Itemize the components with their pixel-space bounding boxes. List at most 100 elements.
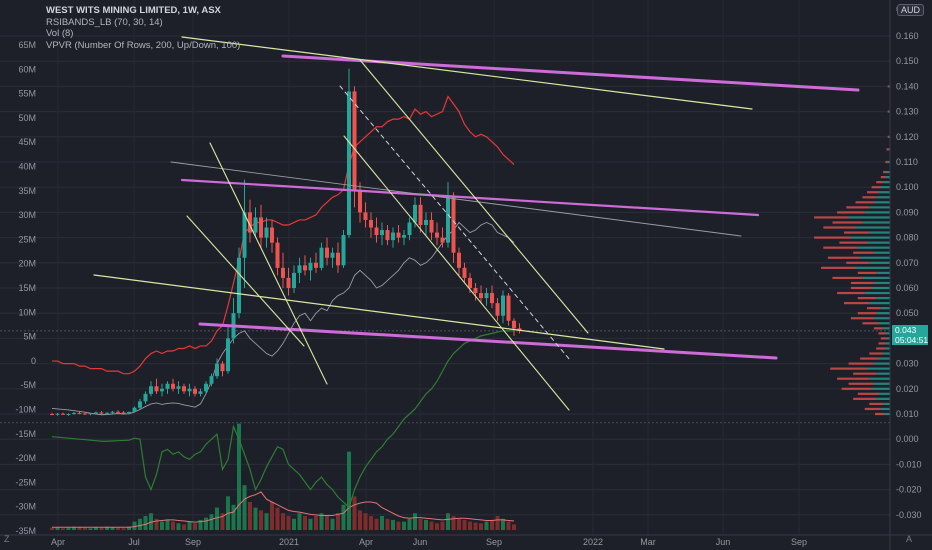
vpvr-up-row bbox=[876, 196, 890, 199]
candle-body bbox=[270, 227, 274, 243]
price-tick-label: 0.160 bbox=[896, 31, 919, 41]
legend-volume[interactable]: Vol (8) bbox=[46, 28, 74, 40]
vpvr-down-row bbox=[844, 302, 870, 305]
price-tick-label: 0.020 bbox=[896, 384, 919, 394]
volume-bar bbox=[369, 516, 373, 530]
candle-body bbox=[66, 414, 71, 415]
vpvr-up-row bbox=[871, 286, 890, 290]
price-tick-label: 0.050 bbox=[896, 308, 919, 318]
legend-symbol-title[interactable]: WEST WITS MINING LIMITED, 1W, ASX bbox=[46, 5, 221, 16]
candle-body bbox=[209, 376, 214, 384]
volume-bar bbox=[446, 513, 450, 530]
volume-tick-label: 65M bbox=[18, 40, 36, 50]
vpvr-up-row bbox=[867, 367, 890, 370]
candle-body bbox=[490, 293, 494, 304]
candle-body bbox=[215, 363, 219, 377]
candle-body bbox=[429, 219, 434, 233]
vpvr-down-row bbox=[827, 256, 861, 259]
vpvr-up-row bbox=[880, 186, 890, 189]
candle-body bbox=[171, 383, 175, 389]
volume-bar bbox=[402, 521, 406, 530]
volume-bar bbox=[50, 527, 54, 530]
volume-bar bbox=[292, 518, 296, 530]
vpvr-up-row bbox=[883, 327, 890, 330]
volume-bar bbox=[127, 526, 131, 530]
volume-bar bbox=[303, 516, 307, 530]
candle-body bbox=[308, 262, 313, 271]
volume-bar bbox=[363, 513, 368, 530]
vpvr-up-row bbox=[850, 236, 890, 239]
yellow-diagonal-4 bbox=[343, 135, 570, 411]
candle-body bbox=[341, 235, 346, 266]
auto-scale-button[interactable]: A bbox=[906, 534, 913, 544]
vpvr-down-row bbox=[862, 322, 879, 325]
rsi-band-mid bbox=[51, 221, 515, 416]
vpvr-down-row bbox=[878, 332, 886, 335]
vpvr-down-row bbox=[850, 281, 874, 285]
legend-vpvr[interactable]: VPVR (Number Of Rows, 200, Up/Down, 100) bbox=[46, 39, 241, 51]
volume-bar bbox=[143, 516, 148, 530]
timezone-z-button[interactable]: Z bbox=[4, 534, 10, 544]
currency-badge[interactable]: AUD bbox=[896, 4, 924, 16]
candle-body bbox=[50, 414, 54, 415]
trendline-drawings[interactable] bbox=[93, 36, 860, 411]
white-dashed-diagonal bbox=[339, 85, 571, 361]
volume-bar bbox=[319, 513, 324, 530]
vpvr-down-row bbox=[887, 110, 889, 113]
volume-bar bbox=[105, 526, 109, 530]
vpvr-up-row bbox=[884, 412, 890, 416]
vpvr-down-row bbox=[814, 216, 849, 219]
candle-body bbox=[165, 383, 170, 389]
candle-body bbox=[303, 265, 307, 271]
candle-body bbox=[314, 262, 318, 268]
vpvr-up-row bbox=[873, 201, 890, 204]
volume-bar bbox=[451, 516, 456, 530]
time-tick-label: Sep bbox=[486, 537, 502, 547]
vpvr-up-row bbox=[860, 256, 890, 259]
volume-ma-line bbox=[52, 491, 515, 528]
volume-bar bbox=[275, 507, 280, 530]
vpvr-down-row bbox=[887, 85, 889, 88]
volume-bar bbox=[138, 518, 142, 530]
vpvr-up-row bbox=[886, 337, 890, 340]
vpvr-down-row bbox=[853, 251, 874, 254]
volume-bar bbox=[396, 521, 401, 530]
time-tick-label: Apr bbox=[51, 537, 65, 547]
candle-body bbox=[479, 293, 483, 299]
time-tick-label: 2021 bbox=[279, 537, 299, 547]
volume-bars bbox=[50, 423, 516, 530]
vpvr-down-row bbox=[853, 372, 877, 375]
volume-bar bbox=[270, 502, 274, 530]
volume-bar bbox=[473, 522, 478, 530]
volume-bar bbox=[237, 423, 241, 530]
volume-bar bbox=[231, 504, 236, 530]
grid-lines bbox=[0, 0, 890, 535]
candle-body bbox=[435, 232, 439, 238]
candle-body bbox=[457, 252, 461, 268]
volume-bar bbox=[182, 524, 186, 530]
volume-tick-label: 15M bbox=[18, 283, 36, 293]
candle-body bbox=[363, 212, 368, 220]
candle-body bbox=[176, 386, 181, 389]
candle-body bbox=[391, 232, 395, 241]
vpvr-down-row bbox=[855, 201, 874, 204]
vpvr-up-row bbox=[878, 322, 890, 325]
candle-body bbox=[55, 413, 60, 415]
volume-bar bbox=[83, 527, 87, 530]
price-tick-label: 0.100 bbox=[896, 182, 919, 192]
candle-body bbox=[347, 91, 351, 236]
volume-bar bbox=[215, 507, 219, 530]
vpvr-up-row bbox=[878, 392, 890, 395]
vpvr-down-row bbox=[848, 362, 874, 365]
vpvr-down-row bbox=[886, 148, 889, 151]
volume-bar bbox=[468, 521, 472, 530]
legend-rsibands[interactable]: RSIBANDS_LB (70, 30, 14) bbox=[46, 16, 163, 28]
vpvr-down-row bbox=[876, 347, 886, 350]
price-tick-label: 0.030 bbox=[896, 359, 919, 369]
chart-legend: WEST WITS MINING LIMITED, 1W, ASX RSIBAN… bbox=[46, 5, 240, 51]
volume-bar bbox=[94, 527, 98, 530]
vpvr-down-row bbox=[871, 186, 881, 189]
volume-bar bbox=[297, 513, 302, 530]
last-price-value: 0.043 bbox=[895, 325, 917, 335]
